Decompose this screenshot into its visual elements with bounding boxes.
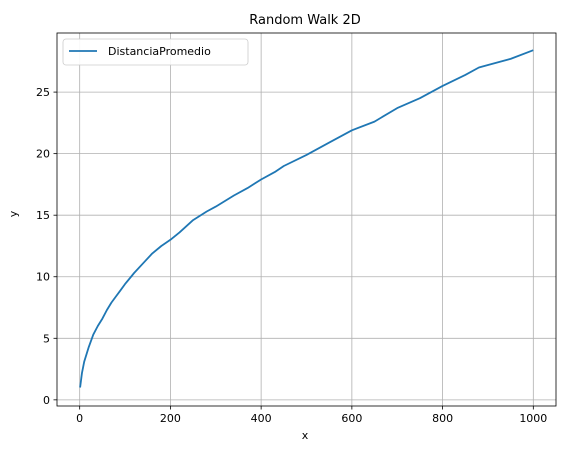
- x-tick-label: 1000: [519, 412, 547, 425]
- series-line: [79, 49, 534, 388]
- y-tick-label: 20: [36, 148, 50, 161]
- x-tick-label: 400: [251, 412, 272, 425]
- x-tick-label: 200: [160, 412, 181, 425]
- legend-box: [62, 38, 249, 66]
- y-ticks: 0 5 10 15 20 25: [36, 86, 57, 407]
- x-axis-label: x: [302, 429, 309, 442]
- y-tick-label: 25: [36, 86, 50, 99]
- x-tick-label: 0: [76, 412, 83, 425]
- x-ticks: 0 200 400 600 800 1000: [76, 406, 547, 425]
- x-tick-label: 600: [341, 412, 362, 425]
- y-axis-label: y: [7, 210, 20, 217]
- chart-title: Random Walk 2D: [249, 13, 361, 28]
- plot-frame: [56, 32, 557, 407]
- y-tick-label: 10: [36, 271, 50, 284]
- legend-label: DistanciaPromedio: [108, 45, 211, 58]
- legend: DistanciaPromedio: [62, 38, 249, 66]
- y-tick-label: 0: [43, 394, 50, 407]
- y-tick-label: 5: [43, 332, 50, 345]
- grid-lines: [57, 33, 556, 406]
- y-tick-label: 15: [36, 209, 50, 222]
- data-lines: [79, 49, 534, 388]
- x-tick-label: 800: [432, 412, 453, 425]
